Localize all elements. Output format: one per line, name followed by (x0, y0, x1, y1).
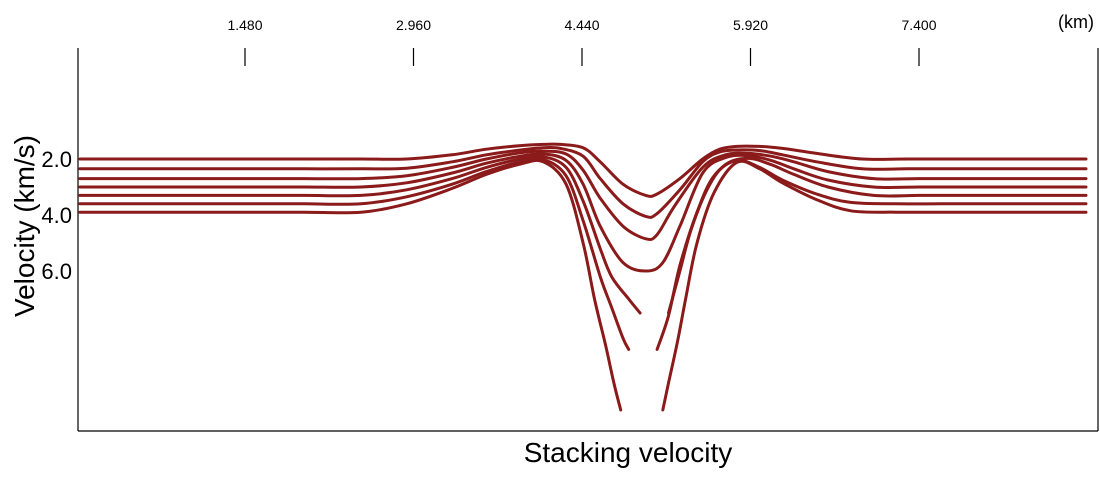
velocity-curve-10 (661, 159, 1088, 412)
velocity-curve-4 (78, 152, 1088, 273)
y-axis: 2.0 4.0 6.0 (41, 147, 72, 284)
x-tick-label: 4.440 (564, 17, 599, 33)
velocity-curve-1 (78, 142, 1088, 198)
velocity-curve-3 (78, 149, 1088, 242)
y-tick-label: 4.0 (41, 203, 72, 228)
velocity-curve-5 (78, 154, 642, 315)
x-tick-label: 2.960 (396, 17, 431, 33)
x-tick-label: 5.920 (733, 17, 768, 33)
plot-frame (77, 48, 1099, 432)
y-tick-label: 6.0 (41, 259, 72, 284)
x-tick-label: 7.400 (901, 17, 936, 33)
top-x-axis: 1.480 2.960 4.440 5.920 7.400 (227, 17, 937, 66)
x-unit-label: (km) (1058, 12, 1094, 32)
velocity-curve-8 (655, 158, 1088, 351)
y-tick-label: 2.0 (41, 147, 72, 172)
velocity-curve-2 (78, 145, 1088, 219)
velocity-curve-6 (667, 156, 1088, 315)
x-tick-label: 1.480 (227, 17, 262, 33)
velocity-curves (78, 142, 1088, 412)
y-axis-label: Velocity (km/s) (9, 135, 40, 317)
velocity-curve-7 (78, 157, 631, 351)
velocity-curve-9 (78, 158, 623, 412)
x-axis-label: Stacking velocity (524, 437, 733, 468)
